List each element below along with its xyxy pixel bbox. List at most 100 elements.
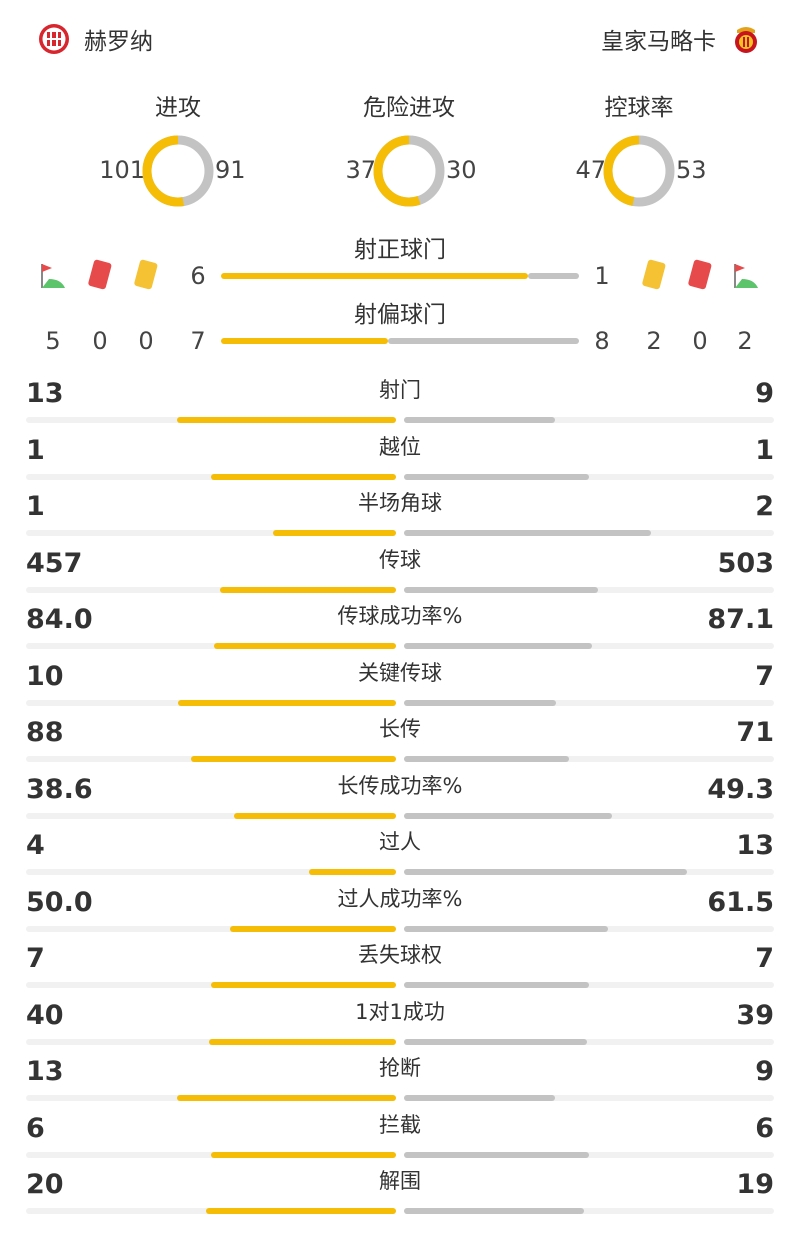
stat-away-track — [404, 1208, 774, 1214]
home-team[interactable]: 赫罗纳 — [38, 22, 153, 56]
away-team[interactable]: 皇家马略卡 — [601, 22, 762, 56]
stat-away-value: 1 — [755, 434, 774, 466]
shots-on-target-away: 1 — [594, 262, 610, 290]
stat-away-bar — [404, 586, 598, 593]
donut-ring — [603, 135, 675, 207]
donut-dangerous-attacks: 危险进攻 37 30 — [294, 88, 524, 218]
stat-home-bar — [191, 756, 396, 762]
stat-label: 丢失球权 — [358, 943, 442, 967]
stat-away-value: 9 — [755, 1056, 774, 1087]
donut-home-arc — [142, 135, 214, 207]
stat-row: 1 半场角球 2 — [0, 491, 800, 547]
stat-away-value: 19 — [736, 1169, 774, 1200]
stat-home-track — [26, 869, 396, 875]
shots-off-target-away: 8 — [594, 327, 610, 355]
stat-label: 过人成功率% — [337, 886, 463, 911]
stat-home-bar — [214, 643, 396, 649]
away-yellow-count: 2 — [646, 327, 662, 355]
donut-title: 危险进攻 — [363, 95, 455, 121]
shots-off-target-home: 7 — [190, 327, 206, 355]
donut-away-value: 53 — [676, 156, 707, 184]
stat-label: 解围 — [379, 1169, 421, 1193]
stat-row: 1 越位 1 — [0, 435, 800, 491]
stat-label: 过人 — [379, 830, 421, 854]
stat-home-bar — [211, 1151, 396, 1158]
donut-ring — [142, 135, 214, 207]
donut-title: 进攻 — [155, 95, 201, 121]
match-header: 赫罗纳 皇家马略卡 — [0, 0, 800, 80]
stat-home-bar — [177, 417, 396, 423]
stat-home-bar — [272, 530, 396, 536]
stat-away-value: 7 — [755, 660, 774, 692]
stat-row: 4 过人 13 — [0, 830, 800, 886]
stat-home-value: 13 — [26, 1056, 64, 1087]
stat-away-bar — [404, 530, 651, 536]
stat-away-bar — [404, 869, 687, 875]
stat-label: 拦截 — [379, 1112, 421, 1137]
stat-home-value: 40 — [26, 999, 64, 1031]
stat-row: 7 丢失球权 7 — [0, 943, 800, 999]
stat-home-bar — [178, 699, 396, 706]
stat-home-bar — [233, 812, 396, 819]
stat-home-value: 88 — [26, 717, 64, 748]
donut-title: 控球率 — [604, 95, 674, 121]
shots-off-target-home-bar — [221, 338, 389, 344]
stat-away-bar — [404, 756, 570, 762]
shots-off-target-away-bar — [388, 338, 579, 344]
stat-label: 越位 — [379, 434, 421, 459]
stat-away-track — [404, 1151, 774, 1158]
away-corner-flag-icon — [734, 264, 758, 288]
stat-row: 40 1对1成功 39 — [0, 1000, 800, 1056]
stat-away-bar — [404, 982, 589, 988]
shots-off-target-title: 射偏球门 — [354, 302, 446, 328]
stat-away-bar — [404, 812, 612, 819]
stat-row: 38.6 长传成功率% 49.3 — [0, 774, 800, 830]
stat-away-value: 87.1 — [707, 604, 774, 635]
stat-label: 1对1成功 — [355, 999, 445, 1024]
stat-row: 13 抢断 9 — [0, 1056, 800, 1112]
stat-away-value: 2 — [755, 491, 774, 522]
stat-away-value: 13 — [736, 830, 774, 861]
stat-away-track — [404, 1038, 774, 1045]
stat-away-value: 503 — [717, 547, 774, 579]
stat-away-bar — [404, 1038, 587, 1045]
stat-away-bar — [404, 1208, 585, 1214]
stat-row: 50.0 过人成功率% 61.5 — [0, 887, 800, 943]
stat-home-track — [26, 530, 396, 536]
stat-away-bar — [404, 417, 556, 423]
stat-home-value: 1 — [26, 491, 45, 522]
stat-home-track — [26, 925, 396, 932]
donut-ring — [373, 135, 445, 207]
home-corners-count: 5 — [45, 327, 61, 355]
away-team-name: 皇家马略卡 — [601, 29, 716, 55]
stat-label: 长传成功率% — [337, 773, 463, 798]
away-red-card-icon — [688, 259, 712, 290]
stat-away-value: 71 — [736, 717, 774, 748]
stat-label: 传球 — [379, 547, 421, 572]
stat-home-bar — [211, 982, 396, 988]
stat-label: 长传 — [379, 717, 421, 741]
stat-away-bar — [404, 1151, 589, 1158]
stat-away-value: 9 — [755, 378, 774, 409]
stat-home-value: 13 — [26, 378, 64, 409]
away-corners-count: 2 — [737, 327, 753, 355]
donut-away-value: 91 — [215, 156, 246, 184]
donut-possession: 控球率 47 53 — [524, 88, 754, 218]
girona-crest-icon — [39, 24, 69, 54]
stat-home-bar — [177, 1095, 396, 1101]
stat-label: 传球成功率% — [337, 604, 463, 628]
donut-attacks: 进攻 101 91 — [63, 88, 293, 218]
donut-home-value: 47 — [575, 156, 606, 184]
home-corner-flag-icon — [41, 264, 65, 288]
shots-on-target-home-bar — [221, 273, 528, 279]
stat-away-track — [404, 473, 774, 480]
donut-home-arc — [373, 135, 445, 207]
away-red-count: 0 — [692, 327, 708, 355]
stat-home-bar — [230, 925, 396, 932]
stat-home-value: 50.0 — [26, 886, 93, 918]
home-yellow-count: 0 — [138, 327, 154, 355]
away-yellow-card-icon — [642, 259, 666, 290]
stat-row: 10 关键传球 7 — [0, 661, 800, 717]
home-yellow-card-icon — [134, 259, 158, 290]
donut-away-value: 30 — [446, 156, 477, 184]
